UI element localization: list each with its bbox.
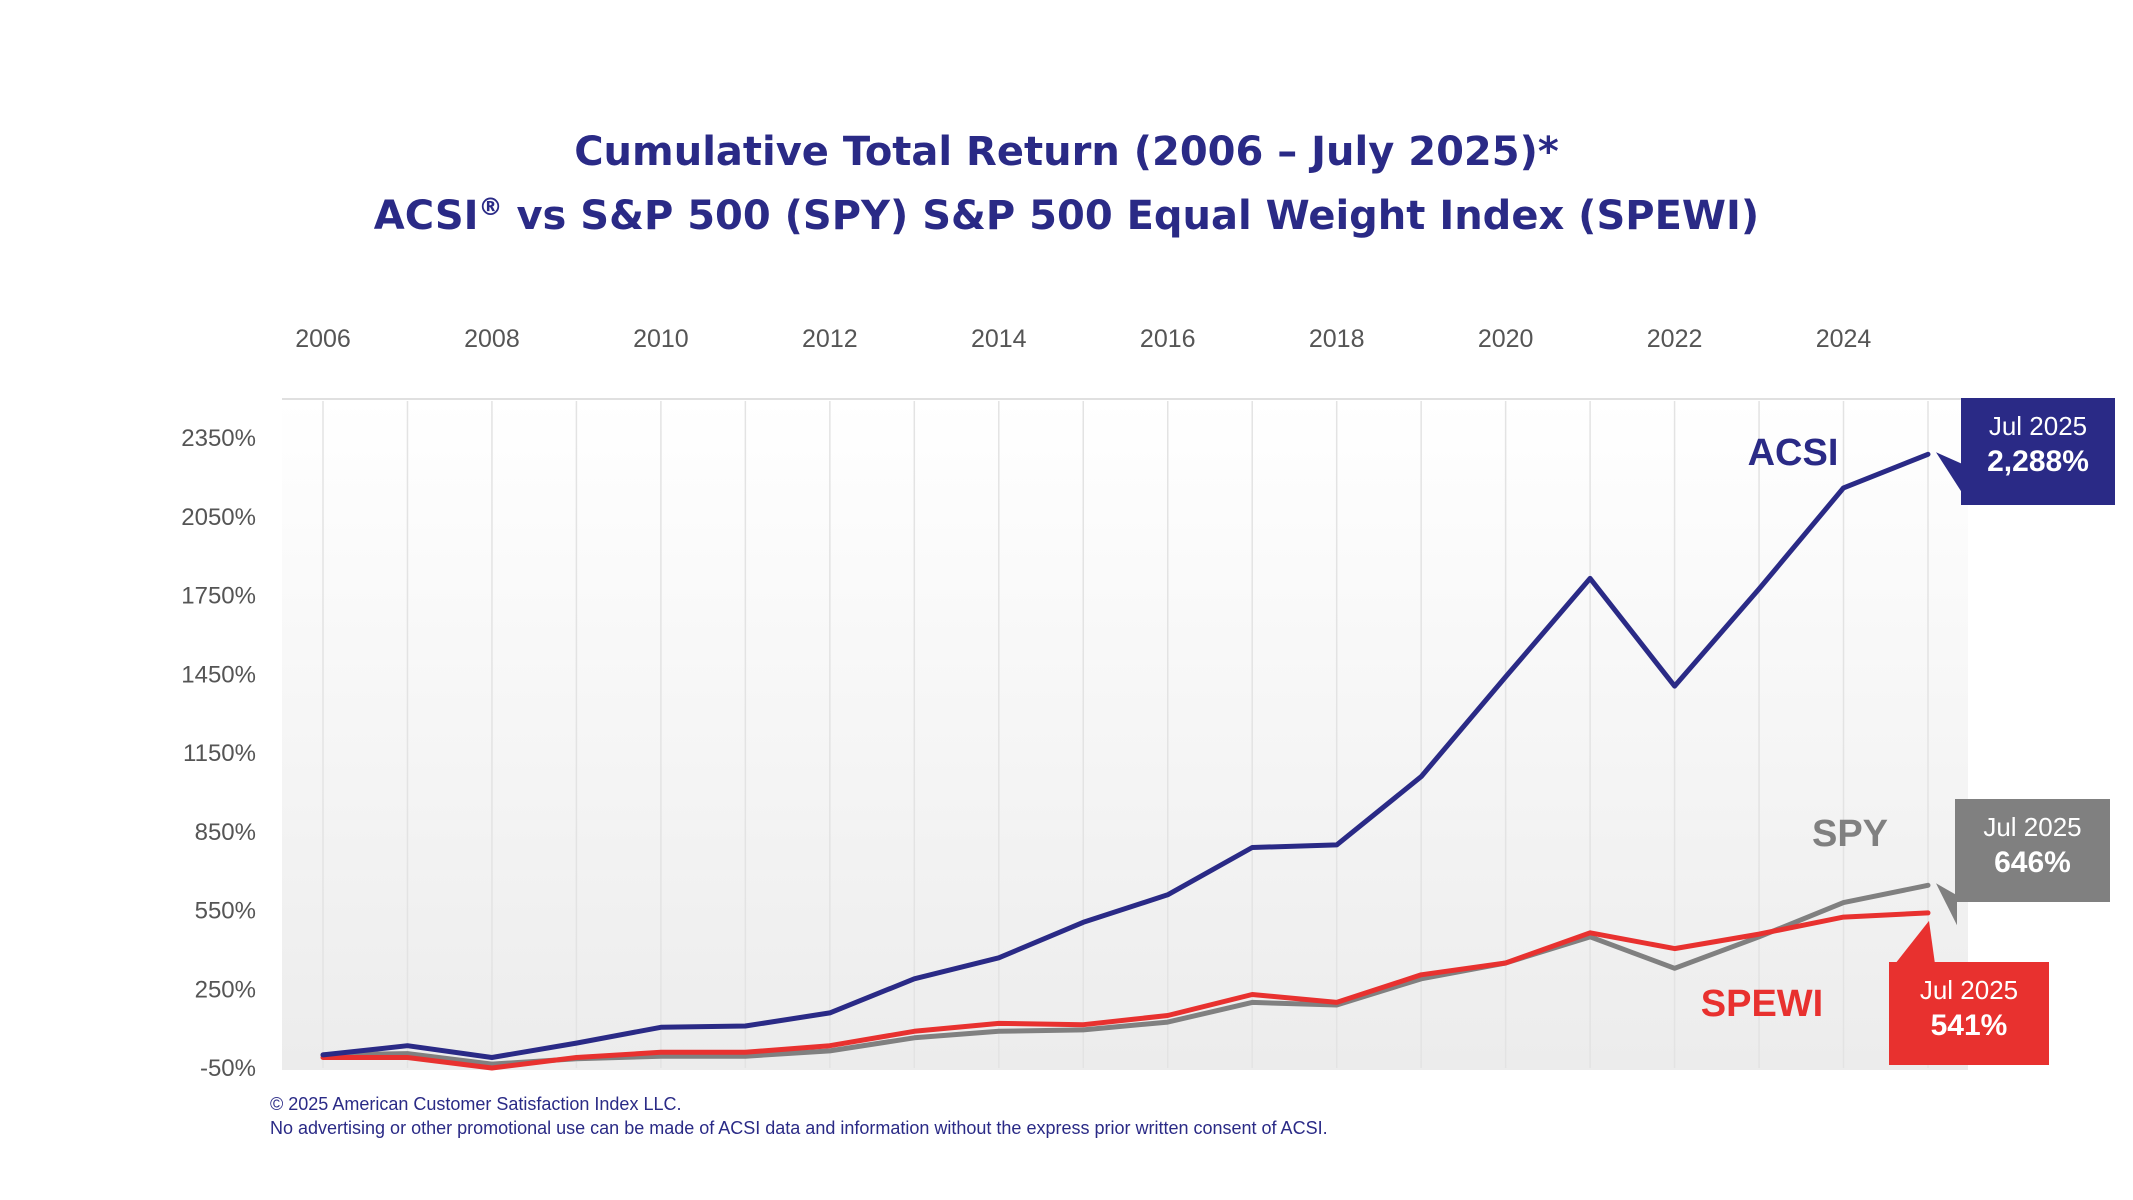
- series-line-acsi: [320, 451, 1931, 1060]
- callout-box-spy: [1955, 799, 2110, 902]
- x-tick-label: 2008: [464, 325, 520, 353]
- x-tick-label: 2012: [802, 325, 858, 353]
- subtitle-acsi: ACSI: [373, 193, 479, 239]
- y-tick-label: 2050%: [181, 504, 256, 531]
- series-lines: [320, 451, 1931, 1071]
- subtitle-rest: vs S&P 500 (SPY) S&P 500 Equal Weight In…: [502, 193, 1760, 239]
- usage-notice: No advertising or other promotional use …: [270, 1118, 1328, 1138]
- callout-period-acsi: Jul 2025: [1989, 411, 2087, 441]
- callout-box-acsi: [1961, 398, 2115, 505]
- callout-pointer-acsi: [1936, 452, 1963, 495]
- y-axis-ticks: 2350% 2050% 1750% 1450% 1150% 850% 550% 250% -50…: [181, 425, 256, 1082]
- x-tick-label: 2016: [1140, 325, 1196, 353]
- callout-box-spewi: [1889, 962, 2049, 1065]
- plot-area: [282, 399, 1968, 1070]
- series-annotations: ACSI Jul 2025 2,288% SPY Jul 2025 646% SPEWI Ju…: [1701, 398, 2115, 1065]
- callout-value-spy: 646%: [1994, 846, 2071, 879]
- y-tick-label: 250%: [195, 976, 256, 1003]
- y-tick-label: 1750%: [181, 583, 256, 610]
- registered-mark: ®: [478, 193, 503, 221]
- y-tick-label: 850%: [195, 819, 256, 846]
- series-label-spy: SPY: [1812, 813, 1888, 855]
- y-tick-label: 550%: [195, 898, 256, 925]
- copyright-text: © 2025 American Customer Satisfaction In…: [270, 1094, 682, 1114]
- y-tick-label: 2350%: [181, 425, 256, 452]
- x-tick-label: 2006: [295, 325, 351, 353]
- callout-pointer-spewi: [1895, 920, 1935, 964]
- x-tick-label: 2020: [1478, 325, 1534, 353]
- chart-subtitle: ACSI® vs S&P 500 (SPY) S&P 500 Equal Wei…: [0, 181, 2133, 242]
- x-tick-label: 2010: [633, 325, 689, 353]
- x-tick-label: 2022: [1647, 325, 1703, 353]
- callout-pointer-spy: [1936, 883, 1957, 926]
- chart-title: Cumulative Total Return (2006 – July 202…: [574, 129, 1559, 175]
- x-tick-label: 2018: [1309, 325, 1365, 353]
- y-tick-label: 1150%: [183, 740, 256, 767]
- x-tick-label: 2024: [1816, 325, 1872, 353]
- y-tick-label: 1450%: [181, 661, 256, 688]
- x-tick-label: 2014: [971, 325, 1027, 353]
- callout-period-spewi: Jul 2025: [1920, 975, 2018, 1005]
- y-tick-label: -50%: [200, 1055, 256, 1082]
- series-line-spewi: [320, 910, 1931, 1071]
- series-label-spewi: SPEWI: [1701, 983, 1823, 1025]
- callout-period-spy: Jul 2025: [1983, 812, 2081, 842]
- callout-value-acsi: 2,288%: [1987, 445, 2089, 478]
- x-axis-ticks: 2006 2008 2010 2012 2014 2016 2018 2020 2022 2024: [295, 325, 1871, 353]
- series-label-acsi: ACSI: [1748, 432, 1839, 474]
- callout-value-spewi: 541%: [1931, 1009, 2008, 1042]
